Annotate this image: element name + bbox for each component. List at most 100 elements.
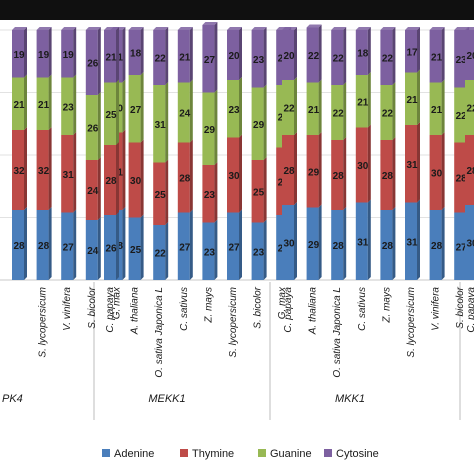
bar-segment-side bbox=[263, 27, 267, 88]
bar-top bbox=[61, 27, 77, 30]
bar-segment bbox=[61, 135, 74, 213]
bar-segment bbox=[177, 82, 190, 143]
data-label: 22 bbox=[308, 51, 320, 62]
bar-segment-side bbox=[140, 27, 144, 75]
bars: 28 32 21 19 28 32 21 19 27 31 23 19 24 24 26 26 28 31 20 21… bbox=[12, 22, 474, 280]
category-label: S. bicolor bbox=[253, 286, 264, 328]
group-label: MKK1 bbox=[335, 393, 365, 405]
data-label: 26 bbox=[105, 244, 117, 255]
legend-swatch bbox=[258, 449, 266, 457]
bar-segment-side bbox=[294, 27, 297, 80]
bar-segment bbox=[227, 80, 239, 138]
category-label: C. sativus bbox=[179, 287, 190, 331]
data-label: 28 bbox=[431, 241, 443, 252]
bar-segment-side bbox=[318, 24, 322, 83]
bar-segment-side bbox=[318, 132, 322, 208]
data-label: 28 bbox=[105, 176, 117, 187]
data-label: 23 bbox=[204, 190, 216, 201]
bar-segment bbox=[355, 75, 368, 128]
bar-segment-side bbox=[122, 129, 126, 210]
data-label: 22 bbox=[382, 54, 394, 65]
category-label: A. thaliana bbox=[308, 287, 319, 336]
bar-segment bbox=[104, 145, 116, 215]
bar-segment-side bbox=[97, 92, 101, 160]
data-label: 28 bbox=[333, 171, 345, 182]
legend: Adenine Thymine Guanine Cytosine bbox=[102, 448, 379, 460]
bar-segment bbox=[331, 30, 344, 85]
bar-segment-side bbox=[189, 209, 193, 280]
bar-segment-side bbox=[97, 217, 101, 280]
category-label: C. papaya bbox=[466, 287, 474, 333]
bar-segment-side bbox=[392, 137, 396, 210]
data-label: 22 bbox=[283, 104, 295, 115]
bar-segment-side bbox=[189, 79, 193, 143]
data-label: 31 bbox=[406, 237, 418, 248]
bar-top bbox=[251, 27, 267, 30]
bar-segment-side bbox=[24, 127, 27, 210]
data-label: 27 bbox=[63, 242, 75, 253]
bar-segment-side bbox=[294, 77, 297, 135]
bar-top bbox=[331, 27, 347, 30]
bar-top bbox=[429, 27, 445, 30]
bar-segment bbox=[306, 27, 319, 83]
data-label: 32 bbox=[13, 166, 25, 177]
group-label: MEKK1 bbox=[148, 393, 185, 405]
category-label: O. sativa Japonica L bbox=[332, 287, 343, 378]
bar-segment-side bbox=[48, 207, 52, 280]
category-label: A. thaliana bbox=[130, 287, 141, 336]
bar-segment-side bbox=[318, 204, 322, 280]
data-label: 28 bbox=[13, 241, 25, 252]
data-label: 23 bbox=[63, 102, 75, 113]
data-label: 28 bbox=[466, 166, 474, 177]
bar-segment-side bbox=[294, 132, 297, 205]
bar-segment-side bbox=[343, 137, 347, 210]
bar-segment bbox=[177, 30, 190, 83]
bar-segment-side bbox=[24, 74, 27, 130]
data-label: 23 bbox=[204, 247, 216, 258]
legend-entry: Thymine bbox=[192, 448, 234, 460]
data-label: 30 bbox=[357, 161, 369, 172]
bar-segment bbox=[251, 30, 264, 88]
category-label: C. papaya bbox=[283, 287, 294, 333]
bar-segment-side bbox=[97, 27, 101, 95]
bar-segment-side bbox=[73, 27, 77, 78]
bar-segment bbox=[282, 80, 294, 135]
legend-swatch bbox=[180, 449, 188, 457]
data-label: 27 bbox=[130, 105, 142, 116]
bar-segment bbox=[202, 25, 215, 93]
bar-segment bbox=[227, 212, 239, 280]
bar-segment-side bbox=[140, 139, 144, 218]
bar-segment-side bbox=[165, 222, 169, 280]
data-label: 25 bbox=[105, 110, 117, 121]
bar-segment bbox=[429, 135, 442, 210]
bar-segment-side bbox=[97, 157, 101, 220]
bar-segment bbox=[202, 165, 215, 223]
data-label: 21 bbox=[38, 100, 50, 111]
bar-segment bbox=[153, 85, 166, 163]
bar-segment-side bbox=[116, 27, 119, 83]
bar-segment bbox=[36, 210, 49, 280]
data-label: 24 bbox=[87, 186, 99, 197]
bar-segment bbox=[36, 77, 49, 130]
bar-segment bbox=[282, 30, 294, 80]
data-label: 21 bbox=[179, 52, 191, 63]
bar-segment bbox=[454, 142, 467, 213]
data-label: 26 bbox=[87, 124, 99, 135]
category-label: S. bicolor bbox=[455, 286, 466, 328]
data-label: 23 bbox=[253, 55, 265, 66]
category-label: S. bicolor bbox=[87, 286, 98, 328]
data-label: 29 bbox=[308, 240, 320, 251]
bar-segment-side bbox=[73, 74, 77, 135]
data-label: 29 bbox=[204, 125, 216, 136]
legend-swatch bbox=[102, 449, 110, 457]
bar-top bbox=[380, 27, 396, 30]
data-label: 25 bbox=[253, 187, 265, 198]
bar-segment bbox=[177, 212, 190, 280]
legend-entry: Cytosine bbox=[336, 448, 379, 460]
bar-segment-side bbox=[343, 27, 347, 85]
bar-segment-side bbox=[48, 27, 52, 78]
group-dividers bbox=[93, 282, 461, 420]
category-label: G. max bbox=[111, 286, 122, 319]
data-label: 28 bbox=[456, 174, 468, 185]
legend-entry: Adenine bbox=[114, 448, 154, 460]
